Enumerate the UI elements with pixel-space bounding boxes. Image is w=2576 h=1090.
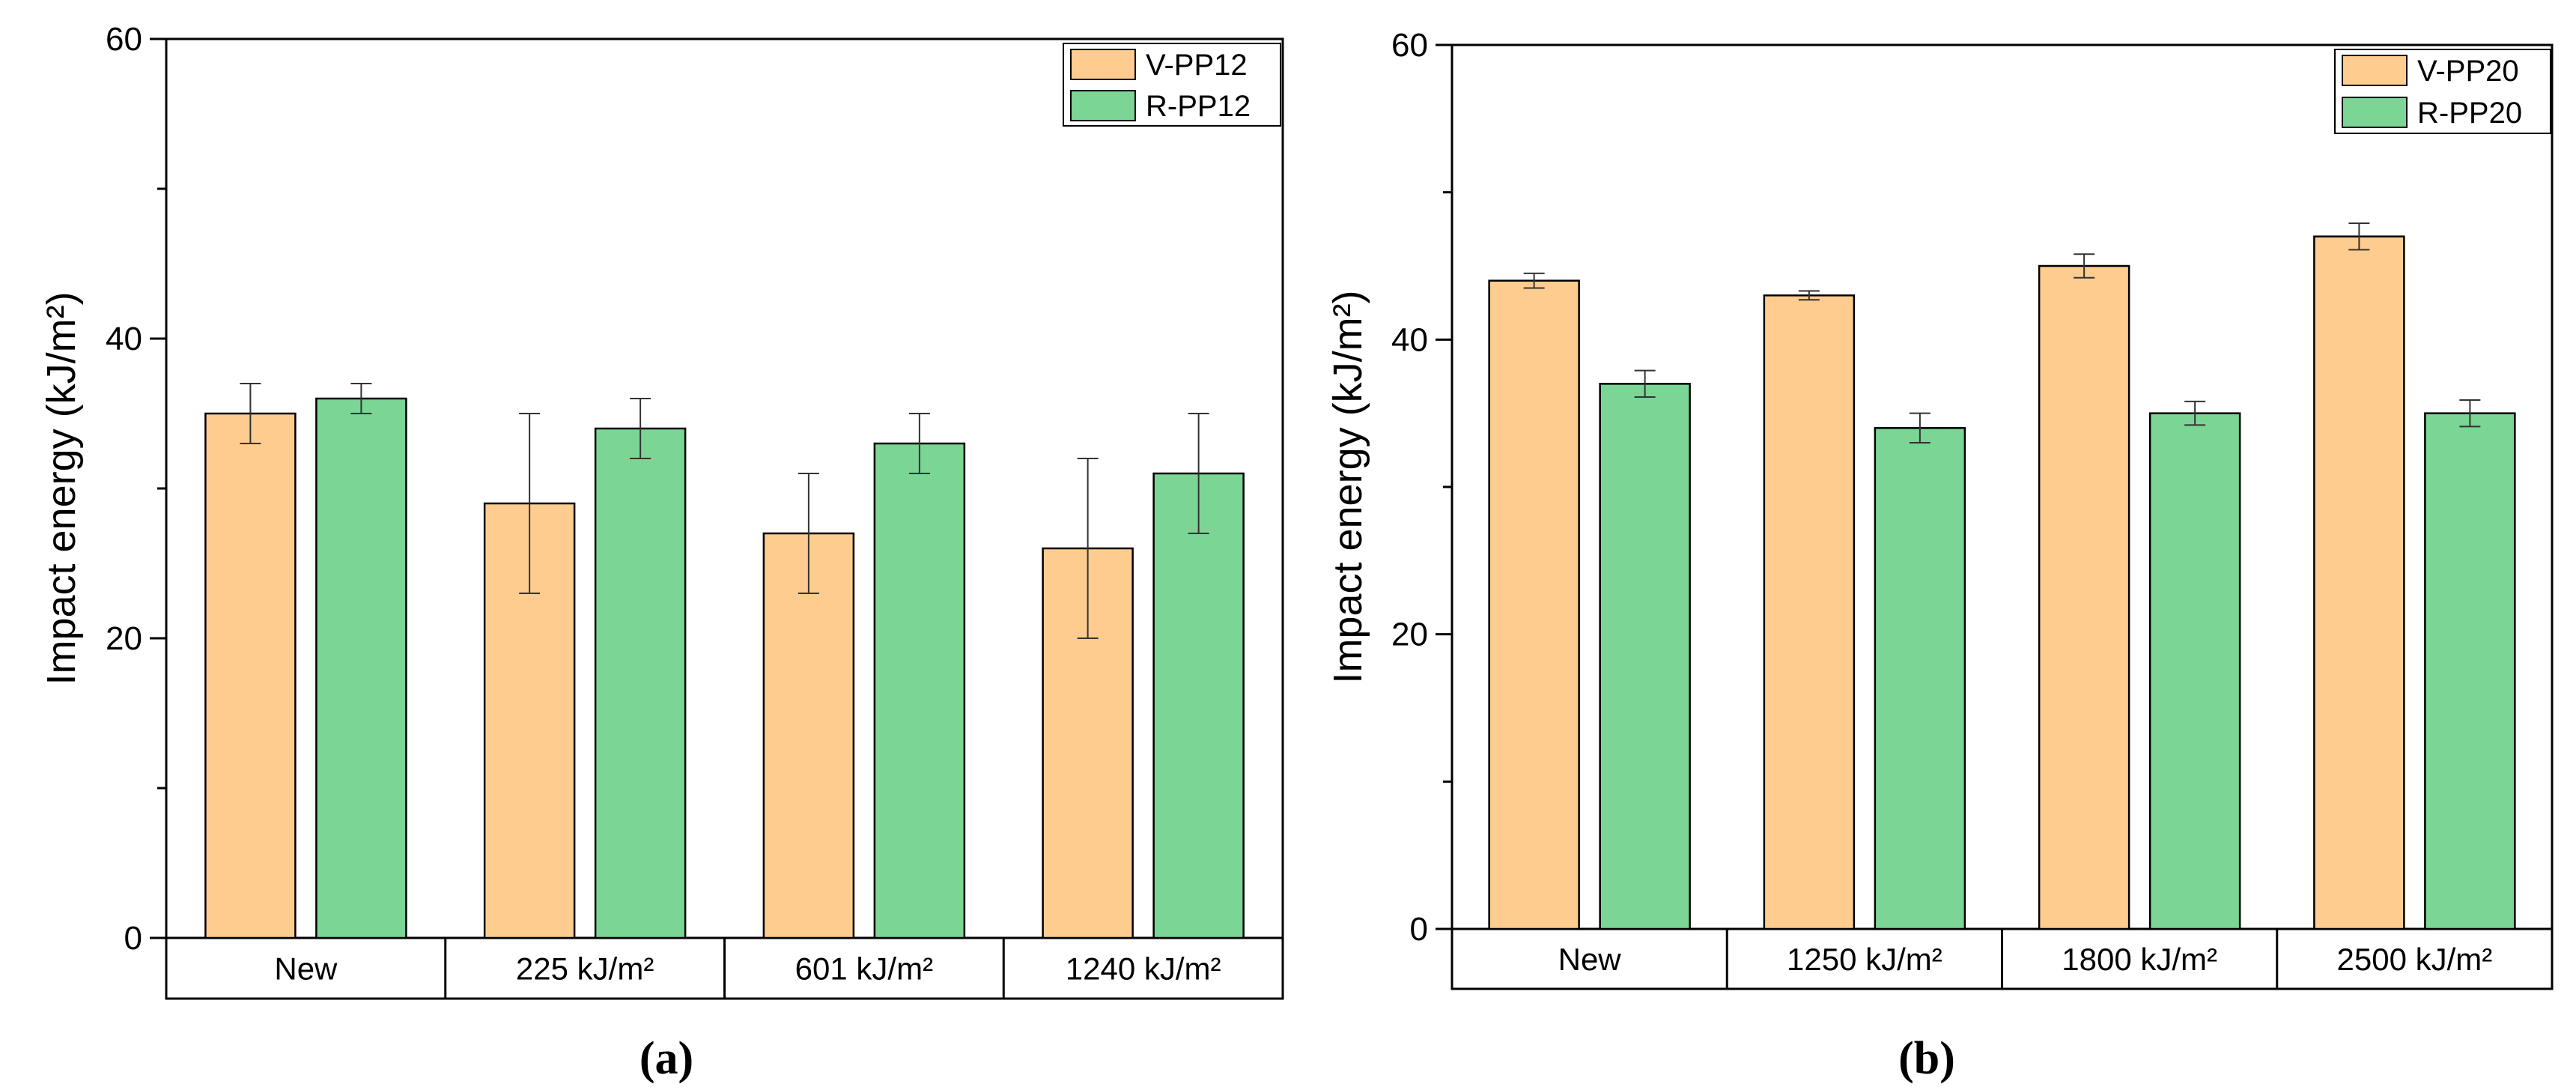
category-label: 1800 kJ/m² — [2062, 942, 2217, 977]
y-axis-label: Impact energy (kJ/m²) — [39, 291, 84, 685]
category-label: 1240 kJ/m² — [1066, 951, 1221, 987]
bar-v-pp12-1 — [483, 502, 576, 939]
legend-swatch — [2342, 55, 2408, 86]
legend-label: V-PP20 — [2417, 55, 2519, 88]
bar-v-pp20-3 — [2313, 235, 2405, 930]
chart-panel-b: 0 20 40 60 Impact energy (kJ/m²) New 1250 kJ/m… — [1325, 27, 2554, 1084]
legend-label: R-PP20 — [2417, 97, 2522, 130]
y-tick-label: 40 — [106, 321, 142, 357]
legend-label: V-PP12 — [1146, 49, 1248, 82]
category-label: New — [274, 951, 338, 987]
bar-v-pp12-2 — [762, 532, 855, 939]
legend-swatch — [2342, 97, 2408, 128]
panel-label: (a) — [640, 1033, 693, 1084]
bar-r-pp12-0 — [315, 397, 407, 939]
y-tick-label: 0 — [124, 920, 142, 957]
category-label: 601 kJ/m² — [795, 951, 933, 987]
bar-v-pp20-0 — [1488, 279, 1580, 930]
bar-r-pp12-2 — [873, 442, 966, 939]
bar-r-pp20-1 — [1874, 427, 1966, 930]
bar-r-pp12-3 — [1152, 472, 1245, 939]
bar-v-pp20-2 — [2038, 264, 2130, 930]
bar-r-pp20-2 — [2148, 412, 2241, 930]
y-tick-label: 40 — [1391, 321, 1428, 358]
chart-panel-a: 0 20 40 60 Impact energy (kJ/m²) New 225 kJ/m²… — [39, 21, 1284, 1084]
y-tick-label: 0 — [1410, 911, 1428, 948]
legend-swatch — [1070, 90, 1136, 121]
y-tick-label: 60 — [1391, 27, 1428, 64]
panel-label: (b) — [1898, 1033, 1955, 1084]
bar-r-pp20-0 — [1599, 383, 1691, 930]
bar-r-pp20-3 — [2424, 412, 2516, 930]
legend-label: R-PP12 — [1146, 90, 1251, 123]
category-label: 225 kJ/m² — [516, 951, 654, 987]
category-label: 1250 kJ/m² — [1787, 942, 1942, 977]
y-tick-label: 20 — [1391, 617, 1428, 653]
y-axis-label: Impact energy (kJ/m²) — [1325, 290, 1370, 683]
bar-v-pp20-1 — [1763, 294, 1856, 930]
y-tick-label: 60 — [106, 21, 142, 58]
bar-r-pp12-1 — [594, 427, 687, 939]
legend-swatch — [1070, 49, 1136, 80]
bar-v-pp12-0 — [204, 412, 297, 939]
category-label: New — [1558, 942, 1622, 977]
y-tick-label: 20 — [106, 620, 142, 657]
category-label: 2500 kJ/m² — [2337, 942, 2493, 977]
